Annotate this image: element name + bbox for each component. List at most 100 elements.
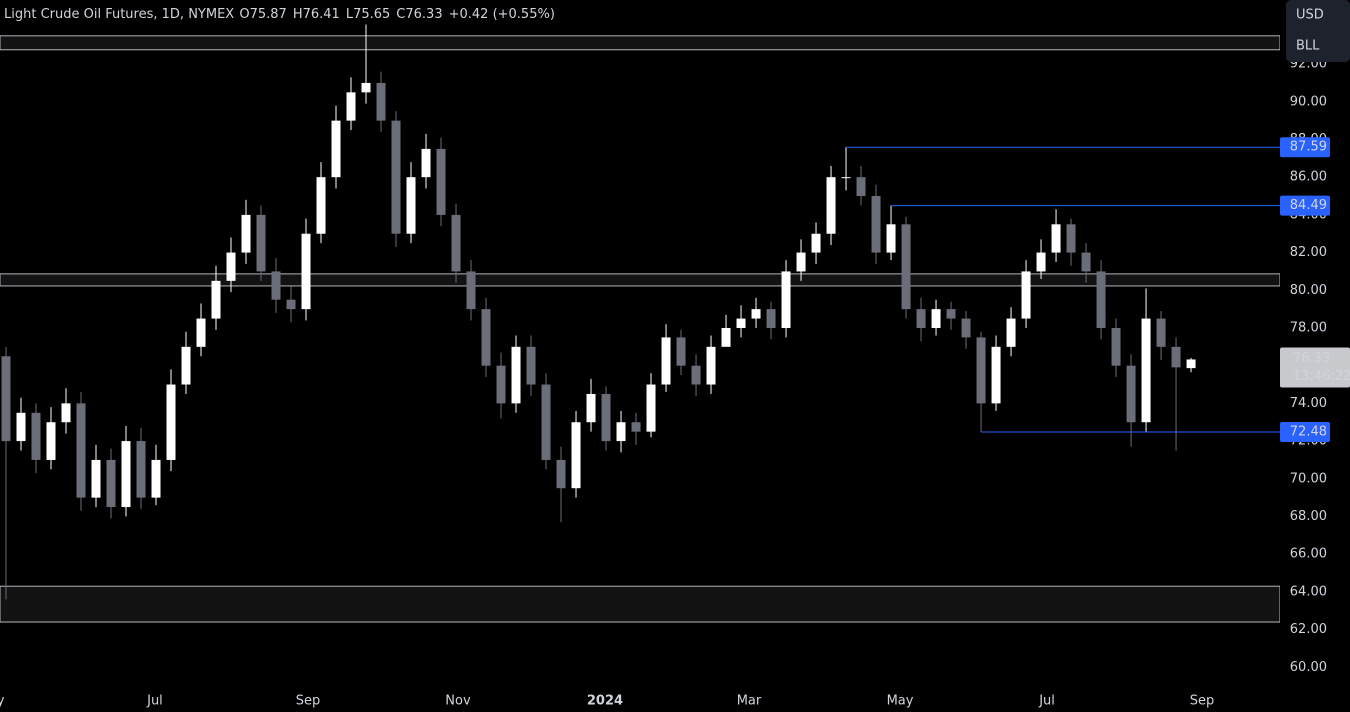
candle-body (616, 422, 626, 442)
candle-body (31, 412, 41, 460)
candle-body (226, 252, 236, 281)
candle-body (286, 299, 296, 310)
candle-body (61, 403, 71, 423)
currency-button[interactable]: USD (1296, 8, 1324, 23)
candle-body (1066, 224, 1076, 253)
price-zone (0, 585, 1281, 623)
level-label: 87.59 (1290, 140, 1327, 155)
candle-body (1186, 359, 1196, 369)
candle-body (601, 393, 611, 442)
candle-body (1111, 327, 1121, 366)
candle-body (901, 224, 911, 310)
candle-body (781, 271, 791, 328)
y-tick-label: 80.00 (1290, 283, 1327, 298)
x-tick-label: May (0, 694, 5, 709)
candle-body (106, 459, 116, 508)
candle-body (256, 214, 266, 272)
price-zone (0, 273, 1281, 287)
candle-body (376, 82, 386, 121)
candle-body (1036, 252, 1046, 272)
x-tick-label: Sep (1190, 694, 1215, 709)
candle-body (481, 309, 491, 366)
candle-body (676, 337, 686, 366)
chart-header: Light Crude Oil Futures, 1D, NYMEX O75.87… (4, 7, 555, 22)
candle-body (46, 422, 56, 460)
currency-menu[interactable] (1286, 0, 1350, 62)
y-tick-label: 82.00 (1290, 245, 1327, 260)
candle-body (1081, 252, 1091, 272)
candle-body (991, 346, 1001, 404)
candle-body (691, 365, 701, 385)
candle-body (1051, 224, 1061, 253)
candle-body (736, 318, 746, 328)
candle-body (661, 337, 671, 385)
candle-body (241, 214, 251, 253)
candle-body (1126, 365, 1136, 423)
level-label-box (1280, 137, 1330, 158)
candle-body (556, 459, 566, 489)
candle-body (331, 120, 341, 178)
candle-body (871, 196, 881, 253)
candle-body (16, 412, 26, 442)
candle-body (1171, 346, 1181, 368)
header-text: H76.41 (293, 7, 340, 22)
candle-body (451, 214, 461, 272)
candle-body (886, 224, 896, 253)
candle-body (421, 148, 431, 178)
candle-body (406, 177, 416, 234)
header-text: Light Crude Oil Futures, 1D, NYMEX (4, 7, 234, 22)
candle-body (766, 309, 776, 328)
candle-body (646, 384, 656, 432)
price-label: 76.33 (1293, 351, 1330, 366)
candle-body (1141, 318, 1151, 423)
candle-body (751, 309, 761, 319)
candle-body (706, 346, 716, 385)
candle-body (541, 384, 551, 460)
level-label-box (1280, 195, 1330, 216)
candle-body (166, 384, 176, 460)
y-tick-label: 64.00 (1290, 584, 1327, 599)
level-label-box (1280, 422, 1330, 443)
y-tick-label: 78.00 (1290, 320, 1327, 335)
candle-body (1006, 318, 1016, 347)
y-tick-label: 68.00 (1290, 509, 1327, 524)
candle-body (76, 403, 86, 498)
y-tick-label: 60.00 (1290, 660, 1327, 675)
candle-body (1096, 271, 1106, 328)
x-tick-label: Mar (737, 694, 762, 709)
y-tick-label: 66.00 (1290, 547, 1327, 562)
header-text: L75.65 (346, 7, 390, 22)
candle-body (931, 309, 941, 328)
candle-body (826, 177, 836, 234)
candle-body (856, 177, 866, 197)
candle-body (121, 441, 131, 508)
candle-body (1021, 271, 1031, 319)
candle-body (526, 346, 536, 385)
x-tick-label: Nov (445, 694, 471, 709)
candle-body (361, 82, 371, 93)
candle-body (151, 459, 161, 498)
candle-body (961, 318, 971, 338)
bar-countdown: 13:46:22 (1293, 369, 1350, 384)
candle-body (496, 365, 506, 404)
x-tick-label: Jul (1038, 694, 1055, 709)
y-tick-label: 74.00 (1290, 396, 1327, 411)
currency-button[interactable]: BLL (1296, 39, 1320, 54)
x-tick-label: Jul (146, 694, 163, 709)
candle-body (466, 271, 476, 310)
candle-body (976, 337, 986, 404)
level-label: 84.49 (1290, 198, 1327, 213)
candle-body (1156, 318, 1166, 347)
candle-body (511, 346, 521, 404)
x-tick-label: 2024 (587, 694, 623, 709)
candle-body (586, 393, 596, 423)
y-tick-label: 90.00 (1290, 94, 1327, 109)
candle-body (346, 92, 356, 121)
header-text: O75.87 (239, 7, 286, 22)
candle-body (316, 177, 326, 234)
candle-body (436, 148, 446, 215)
candle-body (271, 271, 281, 300)
candle-body (916, 309, 926, 328)
price-label-box (1280, 347, 1350, 388)
